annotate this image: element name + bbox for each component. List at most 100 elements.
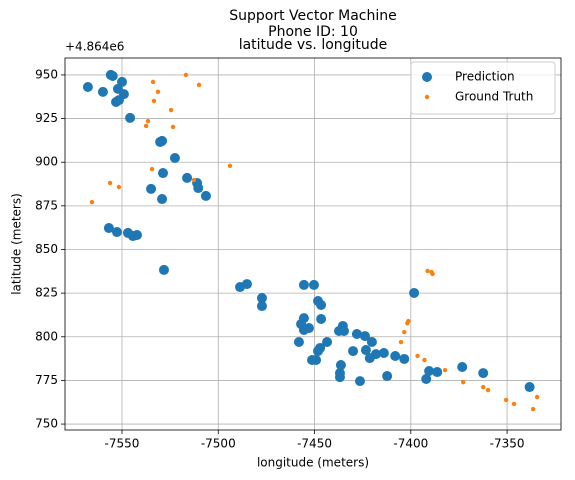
point — [478, 368, 489, 379]
y-tick-label: 925 — [35, 111, 58, 125]
point — [113, 95, 124, 106]
legend-label: Ground Truth — [455, 90, 533, 104]
x-tick-label: -7400 — [393, 437, 428, 451]
point — [111, 227, 122, 238]
point — [316, 300, 327, 311]
x-tick-label: -7350 — [490, 437, 525, 451]
point — [196, 82, 202, 88]
point — [432, 367, 443, 378]
point — [360, 345, 371, 356]
point — [170, 124, 176, 130]
point — [511, 401, 517, 407]
plot-frame — [64, 57, 562, 431]
point — [155, 89, 161, 95]
point — [303, 323, 314, 334]
point — [150, 79, 156, 85]
point — [227, 163, 233, 169]
point — [429, 269, 434, 275]
point — [157, 194, 168, 205]
point — [415, 353, 420, 359]
point — [335, 360, 346, 371]
point — [97, 86, 108, 97]
y-tick-label: 775 — [35, 373, 58, 387]
point — [103, 223, 114, 234]
point — [534, 394, 540, 400]
point — [168, 107, 174, 113]
point — [125, 112, 136, 123]
legend-marker — [424, 94, 430, 100]
point — [481, 384, 486, 390]
point — [89, 199, 95, 205]
point — [364, 353, 375, 364]
point — [402, 329, 407, 335]
point — [442, 367, 448, 373]
point — [155, 136, 166, 147]
y-offset-label: +4.864e6 — [65, 40, 124, 54]
point — [382, 371, 393, 382]
point — [530, 406, 536, 412]
point — [421, 374, 432, 385]
point — [149, 166, 155, 172]
x-axis-label: longitude (meters) — [257, 456, 369, 470]
point — [151, 98, 157, 104]
point — [348, 346, 359, 357]
point — [524, 382, 535, 393]
point — [293, 337, 304, 348]
point — [425, 268, 430, 274]
point — [143, 123, 149, 129]
point — [424, 365, 435, 376]
point — [422, 357, 427, 363]
legend-label: Prediction — [455, 70, 515, 84]
axes-title: latitude vs. longitude — [239, 37, 388, 53]
legend-box — [410, 61, 556, 115]
point — [145, 118, 151, 124]
point — [351, 328, 362, 339]
point — [146, 183, 157, 194]
point — [366, 337, 377, 348]
point — [256, 293, 267, 304]
point — [311, 354, 322, 365]
point — [322, 337, 333, 348]
point — [107, 70, 118, 81]
point — [193, 183, 204, 194]
point — [82, 81, 93, 92]
point — [503, 397, 509, 403]
point — [191, 177, 197, 183]
point — [132, 230, 143, 241]
y-tick-label: 875 — [35, 198, 58, 212]
point — [354, 376, 365, 387]
point — [457, 361, 468, 372]
point — [409, 287, 420, 298]
point — [359, 331, 370, 342]
point — [398, 339, 404, 345]
point — [200, 190, 211, 201]
x-tick-label: -7500 — [201, 437, 236, 451]
point — [158, 264, 169, 275]
x-tick-label: -7450 — [297, 437, 332, 451]
y-tick-label: 900 — [35, 155, 58, 169]
point — [298, 279, 309, 290]
y-tick-label: 850 — [35, 242, 58, 256]
chart-title: Support Vector Machine — [229, 8, 396, 24]
point — [169, 153, 180, 164]
point — [313, 346, 324, 357]
legend-marker — [422, 72, 432, 82]
y-tick-label: 800 — [35, 329, 58, 343]
chart-subtitle: Phone ID: 10 — [268, 24, 358, 40]
point — [316, 313, 327, 324]
y-tick-label: 750 — [35, 417, 58, 431]
point — [116, 184, 122, 190]
y-axis-label: latitude (meters) — [10, 193, 24, 295]
point — [256, 301, 267, 312]
point — [241, 279, 252, 290]
y-tick-label: 950 — [35, 67, 58, 81]
point — [339, 326, 349, 337]
point — [183, 72, 189, 78]
point — [182, 172, 193, 183]
point — [399, 353, 410, 364]
point — [485, 387, 491, 393]
x-tick-label: -7550 — [105, 437, 140, 451]
point — [308, 279, 319, 290]
point — [107, 180, 113, 186]
